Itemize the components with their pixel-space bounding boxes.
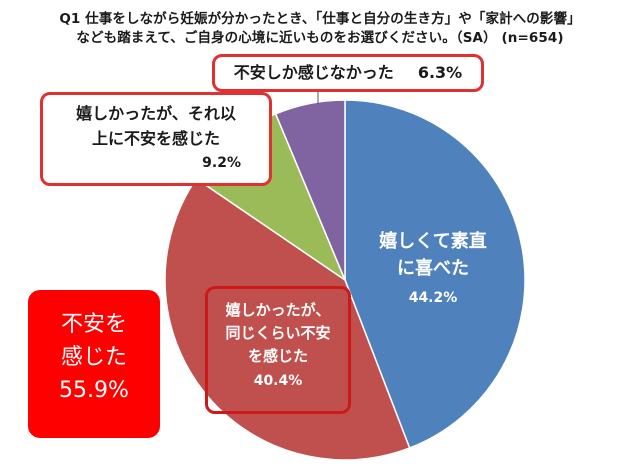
chart-title-line-1: Q1 仕事をしながら妊娠が分かったとき、「仕事と自分の生き方」や「家計への影響」 bbox=[59, 11, 581, 27]
pct-more-anxious: 9.2% bbox=[202, 155, 241, 171]
chart-title-line-2: なども踏まえて、ご自身の心境に近いものをお選びください。（SA） (n=654) bbox=[76, 30, 564, 46]
slice-happy bbox=[344, 99, 526, 449]
callout-happy-more-anxious: 嬉しかったが、それ以 上に不安を感じた 9.2% bbox=[40, 92, 272, 186]
summary-anxious-total-box: 不安を 感じた 55.9% bbox=[28, 290, 160, 438]
callout-happy-same-anxious: 嬉しかったが、 同じくらい不安 を感じた 40.4% bbox=[205, 286, 351, 414]
pct-same-anxious: 40.4% bbox=[253, 373, 303, 389]
slice-anxious-only bbox=[274, 99, 346, 281]
pct-anxious-only: 6.3% bbox=[417, 63, 463, 82]
label-more-anxious-line-1: 嬉しかったが、それ以 bbox=[76, 104, 236, 123]
label-more-anxious-line-2: 上に不安を感じた bbox=[91, 129, 220, 148]
label-same-anxious-line-3: を感じた bbox=[247, 347, 308, 365]
label-happy-line-1: 嬉しくて素直 bbox=[379, 231, 487, 252]
summary-line-2: 感じた bbox=[60, 345, 127, 370]
label-happy: 嬉しくて素直 に喜べた 44.2% bbox=[378, 228, 488, 312]
label-anxious-only: 不安しか感じなかった bbox=[233, 63, 394, 82]
summary-line-1: 不安を bbox=[60, 312, 127, 337]
pct-happy: 44.2% bbox=[408, 290, 458, 306]
label-same-anxious-line-1: 嬉しかったが、 bbox=[225, 301, 331, 319]
label-same-anxious-line-2: 同じくらい不安 bbox=[225, 324, 331, 342]
label-happy-line-2: に喜べた bbox=[397, 258, 469, 279]
summary-pct: 55.9% bbox=[59, 378, 129, 403]
callout-anxious-only: 不安しか感じなかった 6.3% bbox=[212, 54, 484, 92]
